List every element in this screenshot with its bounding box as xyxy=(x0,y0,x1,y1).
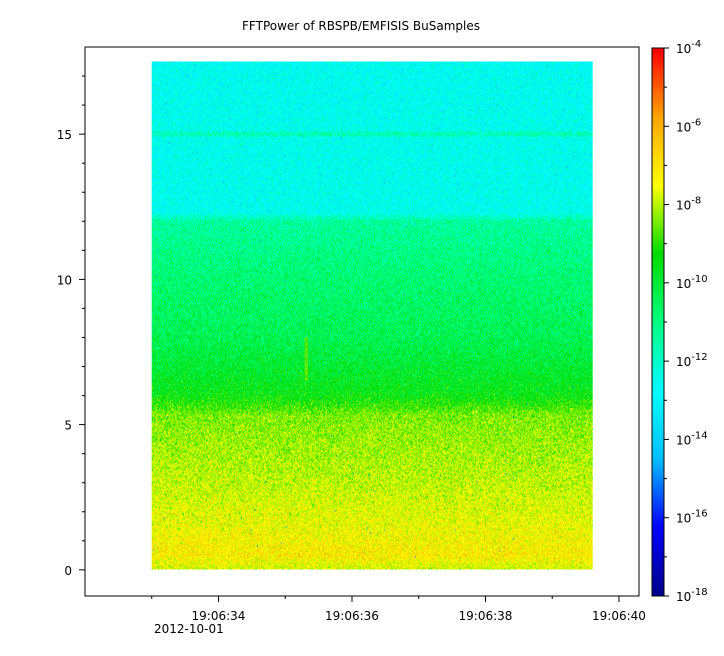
colorbar-tick-exponent: -4 xyxy=(691,39,701,50)
colorbar-gradient xyxy=(652,48,664,596)
colorbar-tick-label: 10-10 xyxy=(676,274,708,291)
x-axis: 19:06:34 19:06:36 19:06:38 19:06:40 xyxy=(151,596,646,623)
colorbar-tick-label: 10-4 xyxy=(676,39,701,56)
y-axis: 0 5 10 15 xyxy=(57,75,85,578)
y-tick-label: 10 xyxy=(57,273,72,287)
x-axis-date-label: 2012-10-01 xyxy=(154,622,224,636)
colorbar-tick-label: 10-12 xyxy=(676,352,708,369)
y-tick-label: 15 xyxy=(57,128,72,142)
x-tick-label: 19:06:40 xyxy=(592,609,646,623)
colorbar-tick-label: 10-18 xyxy=(676,587,708,604)
colorbar-tick-exponent: -18 xyxy=(691,587,707,598)
colorbar-tick-exponent: -16 xyxy=(691,509,707,520)
colorbar-tick-exponent: -8 xyxy=(691,196,701,207)
x-tick-label: 19:06:36 xyxy=(325,609,379,623)
y-tick-label: 5 xyxy=(64,419,72,433)
colorbar-tick-label: 10-8 xyxy=(676,196,701,213)
spectrogram-image xyxy=(151,61,593,570)
colorbar-tick-label: 10-14 xyxy=(676,430,708,447)
x-tick-label: 19:06:34 xyxy=(192,609,246,623)
colorbar-tick-exponent: -10 xyxy=(691,274,707,285)
chart-title: FFTPower of RBSPB/EMFISIS BuSamples xyxy=(242,19,480,33)
colorbar-tick-label: 10-16 xyxy=(676,509,708,526)
colorbar-tick-label: 10-6 xyxy=(676,117,701,134)
colorbar-tick-exponent: -12 xyxy=(691,352,707,363)
colorbar-tick-exponent: -6 xyxy=(691,117,701,128)
colorbar-tick-exponent: -14 xyxy=(691,430,707,441)
y-tick-label: 0 xyxy=(64,564,72,578)
colorbar-axis: 10-18 10-16 10-14 10-12 10-10 10-8 10-6 10-4 xyxy=(664,39,708,604)
x-tick-label: 19:06:38 xyxy=(459,609,513,623)
